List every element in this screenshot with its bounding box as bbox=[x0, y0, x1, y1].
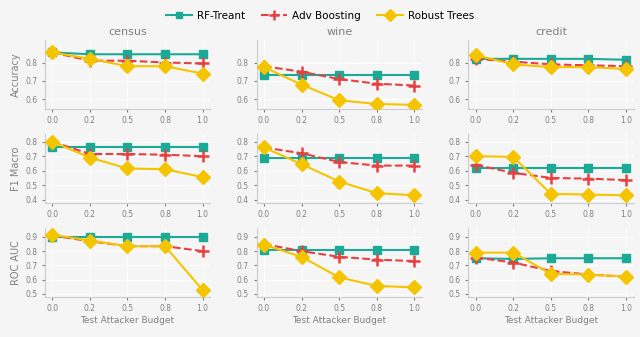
X-axis label: Test Attacker Budget: Test Attacker Budget bbox=[292, 316, 387, 325]
Legend: RF-Treant, Adv Boosting, Robust Trees: RF-Treant, Adv Boosting, Robust Trees bbox=[162, 7, 478, 25]
Y-axis label: F1 Macro: F1 Macro bbox=[11, 146, 21, 191]
Title: census: census bbox=[108, 27, 147, 37]
X-axis label: Test Attacker Budget: Test Attacker Budget bbox=[81, 316, 175, 325]
Y-axis label: ROC AUC: ROC AUC bbox=[11, 240, 21, 285]
X-axis label: Test Attacker Budget: Test Attacker Budget bbox=[504, 316, 598, 325]
Title: wine: wine bbox=[326, 27, 353, 37]
Y-axis label: Accuracy: Accuracy bbox=[11, 52, 21, 97]
Title: credit: credit bbox=[535, 27, 567, 37]
